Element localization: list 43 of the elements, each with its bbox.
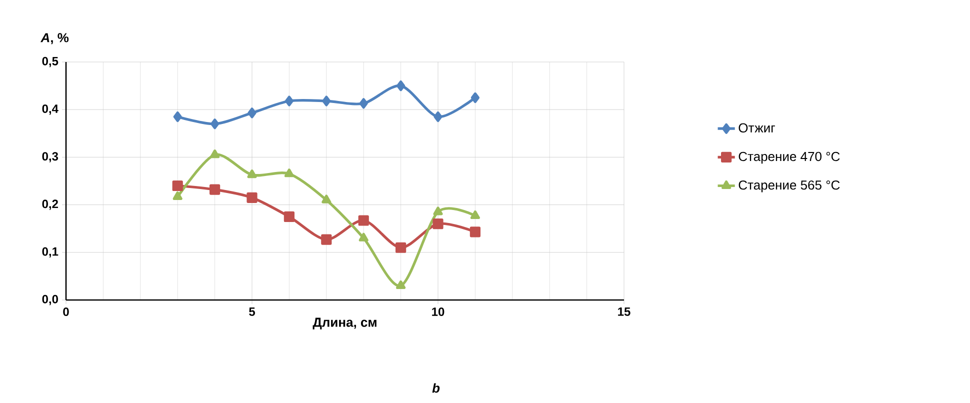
point <box>396 242 406 253</box>
point <box>321 234 332 245</box>
text: b <box>432 383 440 393</box>
y-axis-title: A, % <box>40 33 69 44</box>
x-tick-label: 15 <box>618 308 630 316</box>
point <box>434 111 442 122</box>
legend-label: Отжиг <box>738 123 775 133</box>
point <box>210 150 220 158</box>
point <box>172 180 183 192</box>
point <box>432 218 444 230</box>
point <box>433 206 443 216</box>
point <box>248 108 256 118</box>
x-tick-label: 10 <box>432 308 444 316</box>
point <box>173 111 182 122</box>
point <box>470 226 481 238</box>
point <box>470 210 480 220</box>
point <box>284 211 295 222</box>
x-tick-label: 0 <box>63 308 69 316</box>
y-tick-label: 0,1 <box>42 247 58 258</box>
legend-label: Старение 565 °C <box>738 180 840 192</box>
x-axis-title: Длина, см <box>312 318 376 330</box>
point <box>247 170 257 178</box>
point <box>358 232 368 242</box>
point <box>322 96 331 106</box>
point <box>396 280 406 290</box>
y-tick-label: 0,3 <box>42 152 58 162</box>
point <box>322 194 332 204</box>
point <box>172 191 182 200</box>
point <box>284 96 294 106</box>
point <box>246 192 258 203</box>
y-tick-label: 0,0 <box>42 294 58 306</box>
point <box>470 92 480 103</box>
y-tick-label: 0,4 <box>42 104 58 115</box>
x-tick-label: 5 <box>249 308 256 316</box>
point <box>358 215 369 226</box>
y-tick-label: 0,5 <box>42 56 58 68</box>
point <box>210 184 220 195</box>
point <box>284 168 294 178</box>
point <box>210 118 220 130</box>
y-tick-label: 0,2 <box>42 200 58 210</box>
point <box>359 98 368 109</box>
legend-label: Старение 470 °C <box>738 152 840 164</box>
point <box>396 80 406 92</box>
